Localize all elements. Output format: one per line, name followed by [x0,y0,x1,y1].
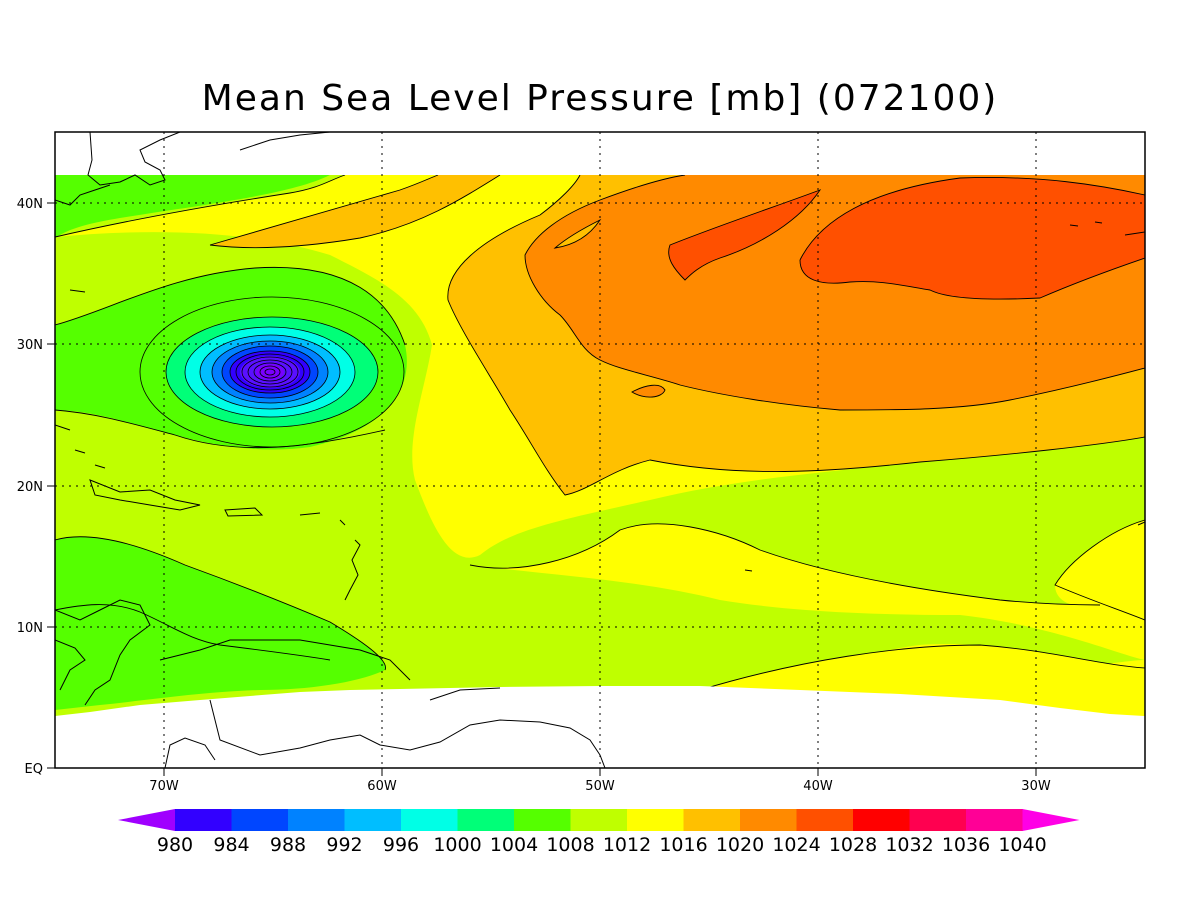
y-tick-label: 20N [17,480,43,495]
colorbar-level-label: 1020 [716,834,764,856]
colorbar-arrow-low [118,809,175,831]
map-title: Mean Sea Level Pressure [mb] (072100) [201,78,999,119]
colorbar-swatch [175,809,232,831]
colorbar-swatch [853,809,910,831]
colorbar-level-label: 996 [383,834,419,856]
colorbar-arrow-high [1022,809,1080,831]
y-tick-label: EQ [25,762,43,777]
colorbar-level-label: 980 [157,834,193,856]
gridlines [55,132,1145,768]
x-tick-label: 30W [1021,779,1051,794]
y-tick-label: 10N [17,621,43,636]
colorbar-level-label: 992 [326,834,362,856]
colorbar-level-label: 1000 [433,834,481,856]
colorbar-swatch [796,809,854,831]
colorbar-labels: 980 984 988 992 996 1000 1004 1008 1012 1016 1020 1… [157,834,1047,856]
band-1004-1008-south [55,536,386,710]
colorbar-level-label: 1008 [546,834,594,856]
colorbar-swatch [401,809,458,831]
contour-lines [55,174,1145,691]
colorbar-level-label: 988 [270,834,306,856]
x-axis-labels: 70W 60W 50W 40W 30W [149,779,1051,794]
x-tick-label: 60W [367,779,397,794]
band-1020-bubble [632,385,665,398]
x-tick-label: 70W [149,779,179,794]
band-1024-1028 [668,177,1145,300]
colorbar-level-label: 1016 [659,834,707,856]
x-tick-label: 50W [585,779,615,794]
colorbar-swatch [909,809,967,831]
colorbar-level-label: 1024 [772,834,820,856]
band-1004-1008-north [55,175,330,238]
colorbar-level-label: 1036 [942,834,990,856]
colorbar-level-label: 984 [213,834,249,856]
colorbar-swatch [740,809,797,831]
colorbar-swatch [966,809,1023,831]
low-pressure-center [139,296,405,448]
band-1016-island-a [555,220,600,248]
tick-marks [47,202,1037,776]
colorbar-level-label: 1012 [603,834,651,856]
colorbar-level-label: 1032 [885,834,933,856]
band-1016-1020-west [210,175,500,248]
colorbar-level-label: 1004 [490,834,538,856]
colorbar-level-label: 1028 [829,834,877,856]
x-tick-label: 40W [803,779,833,794]
colorbar-swatch [683,809,741,831]
colorbar-swatch [457,809,515,831]
colorbar-level-label: 1040 [998,834,1046,856]
colorbar-swatch [627,809,684,831]
colorbar-swatch [288,809,345,831]
y-axis-labels: EQ 10N 20N 30N 40N [17,197,43,777]
colorbar-swatch [570,809,628,831]
colorbar-swatch [231,809,289,831]
colorbar-swatch [344,809,402,831]
coastlines [55,132,1145,768]
y-tick-label: 30N [17,338,43,353]
colorbar [118,809,1080,831]
y-tick-label: 40N [17,197,43,212]
colorbar-swatch [514,809,571,831]
plot-area [55,132,1145,768]
